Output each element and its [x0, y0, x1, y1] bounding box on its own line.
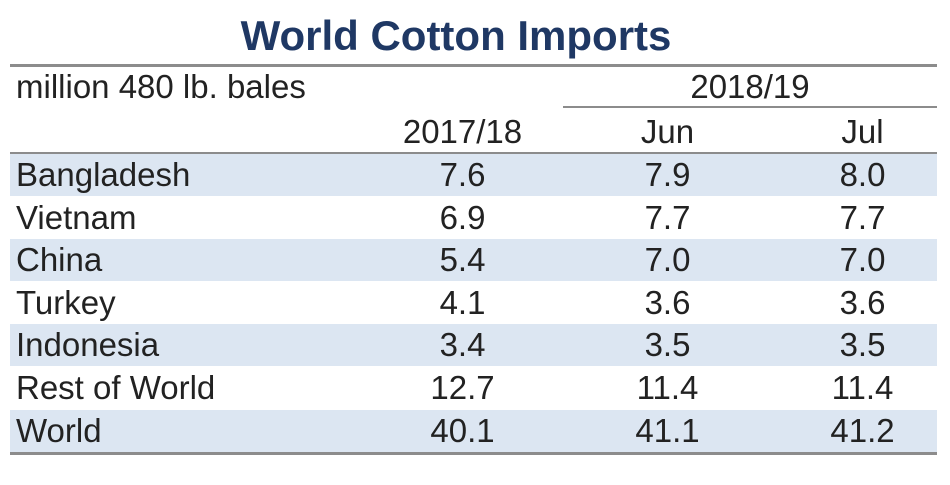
table-cell: 7.0 [644, 241, 691, 279]
column-group-header: 2018/19 [690, 68, 810, 105]
table-cell: 3.5 [644, 326, 691, 364]
table-cell: 7.0 [839, 241, 886, 279]
row-label: Rest of World [16, 369, 216, 406]
row-label: World [16, 411, 102, 449]
table-row: China 5.4 7.0 7.0 [10, 239, 937, 282]
row-label: Bangladesh [16, 156, 191, 193]
row-label: Vietnam [16, 198, 137, 236]
chart-title: World Cotton Imports [240, 12, 672, 59]
row-label: China [16, 241, 103, 279]
table-row: Bangladesh 7.6 7.9 8.0 [10, 154, 937, 196]
table-cell: 5.4 [439, 241, 486, 279]
table-cell: 41.2 [830, 411, 895, 449]
bottom-rule [10, 452, 937, 455]
table-cell: 12.7 [430, 369, 495, 406]
table-row: Turkey 4.1 3.6 3.6 [10, 282, 937, 324]
table-cell: 8.0 [839, 156, 886, 193]
header-rule [10, 152, 937, 154]
column-header-jun: Jun [640, 113, 695, 150]
table-row: Rest of World 12.7 11.4 11.4 [10, 367, 937, 409]
table-cell: 3.6 [839, 283, 886, 321]
table-cell: 6.9 [439, 198, 486, 236]
unit-label: million 480 lb. bales [16, 68, 306, 105]
column-header-2017-18: 2017/18 [402, 113, 523, 150]
table-cell: 3.6 [644, 283, 691, 321]
table-cell: 11.4 [636, 369, 699, 406]
table-cell: 4.1 [439, 283, 486, 321]
table-row: Indonesia 3.4 3.5 3.5 [10, 324, 937, 367]
table-cell: 7.6 [439, 156, 486, 193]
table-cell: 7.9 [644, 156, 691, 193]
table-cell: 7.7 [839, 198, 886, 236]
column-header-jul: Jul [841, 113, 884, 150]
table-row: Vietnam 6.9 7.7 7.7 [10, 197, 937, 239]
top-rule [10, 64, 937, 67]
table-cell: 3.4 [439, 326, 486, 364]
table-cell: 7.7 [644, 198, 691, 236]
table-cell: 41.1 [635, 411, 700, 449]
table-row: World 40.1 41.1 41.2 [10, 409, 937, 452]
row-label: Indonesia [16, 326, 160, 364]
table-cell: 3.5 [839, 326, 886, 364]
table-cell: 11.4 [831, 369, 894, 406]
row-label: Turkey [16, 283, 116, 321]
column-group-rule [563, 106, 937, 108]
table-cell: 40.1 [430, 411, 495, 449]
